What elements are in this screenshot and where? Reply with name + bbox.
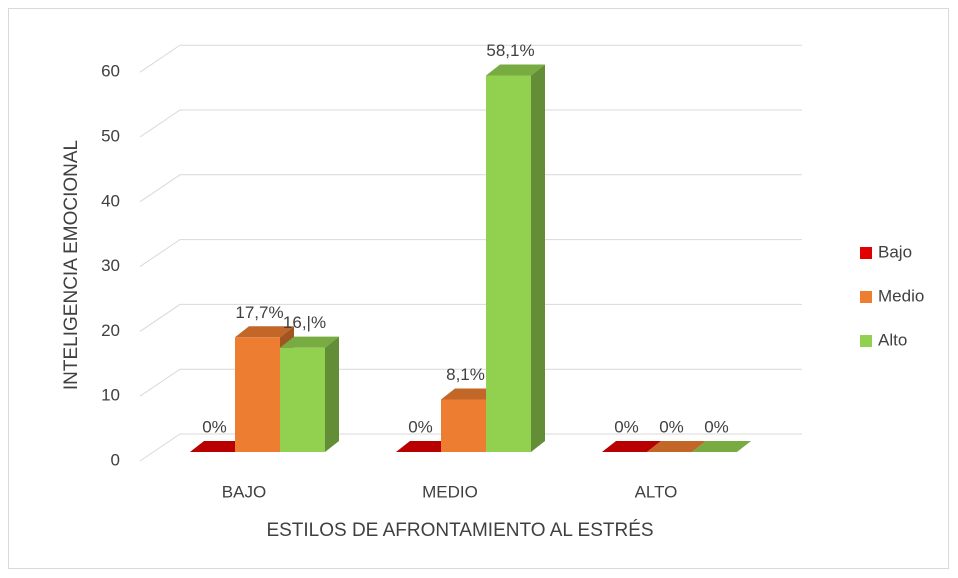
data-label: 17,7% — [235, 303, 283, 322]
data-label: 0% — [408, 417, 433, 436]
bar-top — [441, 388, 500, 400]
bar — [602, 441, 661, 452]
grid-line — [139, 109, 802, 138]
bar-top — [396, 441, 455, 452]
y-tick-label: 40 — [101, 191, 120, 210]
bar — [441, 388, 500, 452]
bar-top — [190, 441, 249, 452]
bar-front — [486, 75, 531, 453]
legend-label: Bajo — [878, 242, 912, 261]
legend-label: Alto — [878, 330, 907, 349]
x-axis-title: ESTILOS DE AFRONTAMIENTO AL ESTRÉS — [266, 520, 653, 541]
x-tick-label: BAJO — [222, 482, 266, 501]
bar — [190, 441, 249, 452]
bar-top — [235, 326, 294, 338]
y-tick-label: 20 — [101, 321, 120, 340]
legend-swatch — [860, 247, 872, 259]
legend-swatch — [860, 335, 872, 347]
data-label: 0% — [659, 417, 684, 436]
grid-line — [139, 44, 802, 73]
bar-front — [441, 399, 486, 452]
bar-top — [486, 64, 545, 76]
bar-top — [280, 336, 339, 348]
x-tick-label: MEDIO — [422, 482, 478, 501]
bar-side — [531, 64, 545, 453]
chart-frame — [8, 8, 949, 569]
grid-line — [139, 433, 802, 462]
bar — [692, 441, 751, 452]
y-tick-label: 30 — [101, 256, 120, 275]
y-tick-label: 60 — [101, 62, 120, 81]
bar-front — [235, 337, 280, 452]
y-tick-label: 50 — [101, 126, 120, 145]
grid-line — [139, 303, 802, 332]
data-label: 0% — [202, 417, 227, 436]
bar-front — [280, 347, 325, 452]
bar — [280, 336, 339, 452]
data-label: 8,1% — [446, 365, 485, 384]
bar — [647, 441, 706, 452]
y-tick-label: 10 — [101, 386, 120, 405]
data-label: 16,|% — [283, 313, 326, 332]
bar — [396, 441, 455, 452]
x-tick-label: ALTO — [635, 482, 678, 501]
bar — [486, 64, 545, 453]
data-label: 0% — [704, 417, 729, 436]
data-label: 58,1% — [486, 41, 534, 60]
bar-top — [602, 441, 661, 452]
bar-side — [325, 336, 339, 452]
bar-top — [692, 441, 751, 452]
y-tick-label: 0 — [111, 450, 120, 469]
y-axis-title: INTELIGENCIA EMOCIONAL — [61, 140, 82, 390]
grid-line — [139, 368, 802, 397]
grid-line — [139, 174, 802, 203]
bar-top — [647, 441, 706, 452]
legend-swatch — [860, 291, 872, 303]
grid-line — [139, 239, 802, 268]
data-label: 0% — [614, 417, 639, 436]
legend-label: Medio — [878, 286, 924, 305]
